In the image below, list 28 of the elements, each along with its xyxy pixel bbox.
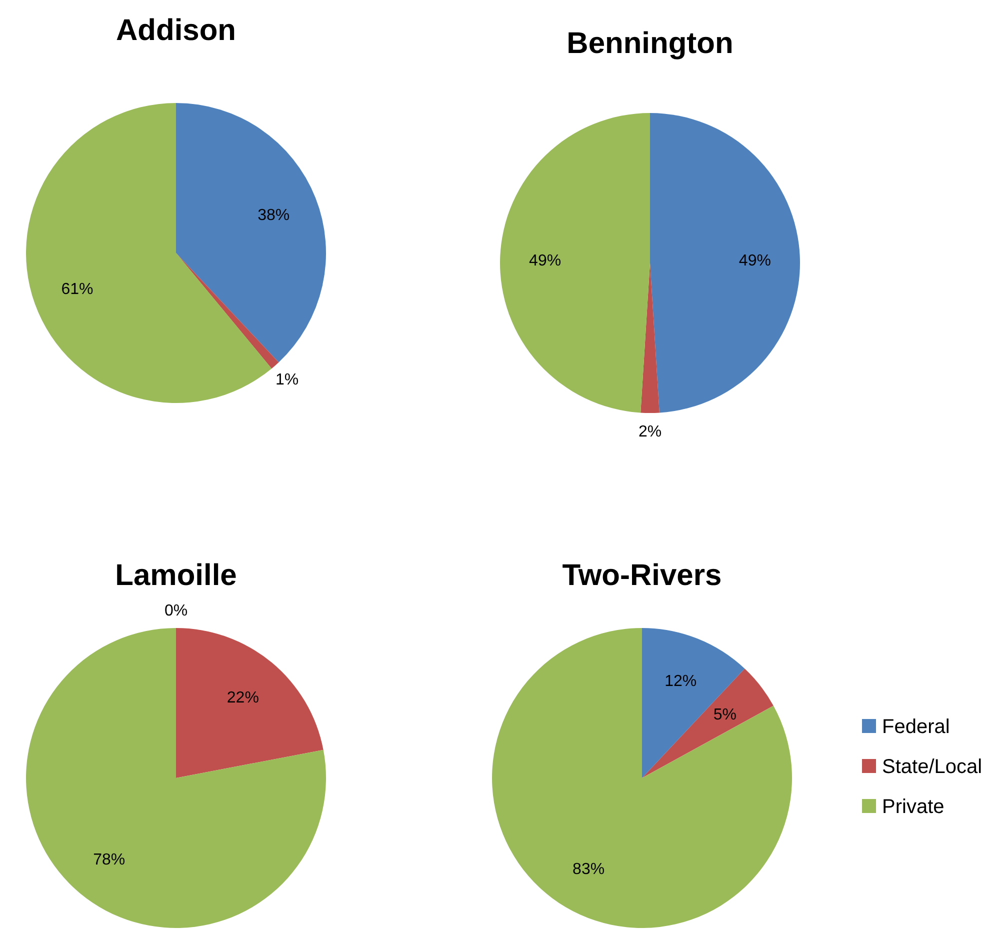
pie-slice [176,253,279,369]
data-label: 22% [226,690,259,707]
data-label: 49% [529,252,562,270]
data-label: 49% [738,252,771,270]
pie-slice [26,628,326,928]
text: 0% [164,602,188,620]
data-label: 61% [61,281,94,298]
chart-title: Addison [116,14,236,47]
chart-title: Lamoille [115,559,237,592]
pie-slice [500,113,650,413]
data-label: 2% [638,424,662,441]
data-label: 83% [572,860,605,878]
pie-slice [642,628,745,778]
legend-label: Private [882,796,944,818]
data-label: 78% [93,852,126,869]
chart-title: Two-Rivers [562,559,722,592]
pie-slice [176,628,324,778]
chart-title: Bennington [566,27,734,60]
data-label: 5% [713,706,737,724]
pie-slice [650,113,800,413]
data-label: 12% [664,672,697,690]
pie-slice [642,668,774,778]
pie-slice [492,628,792,928]
data-label: 1% [276,372,299,389]
legend-label: State/Local [882,756,982,778]
data-label: 38% [258,206,290,224]
legend-label: Federal [882,716,950,738]
pie-slice [176,103,326,362]
